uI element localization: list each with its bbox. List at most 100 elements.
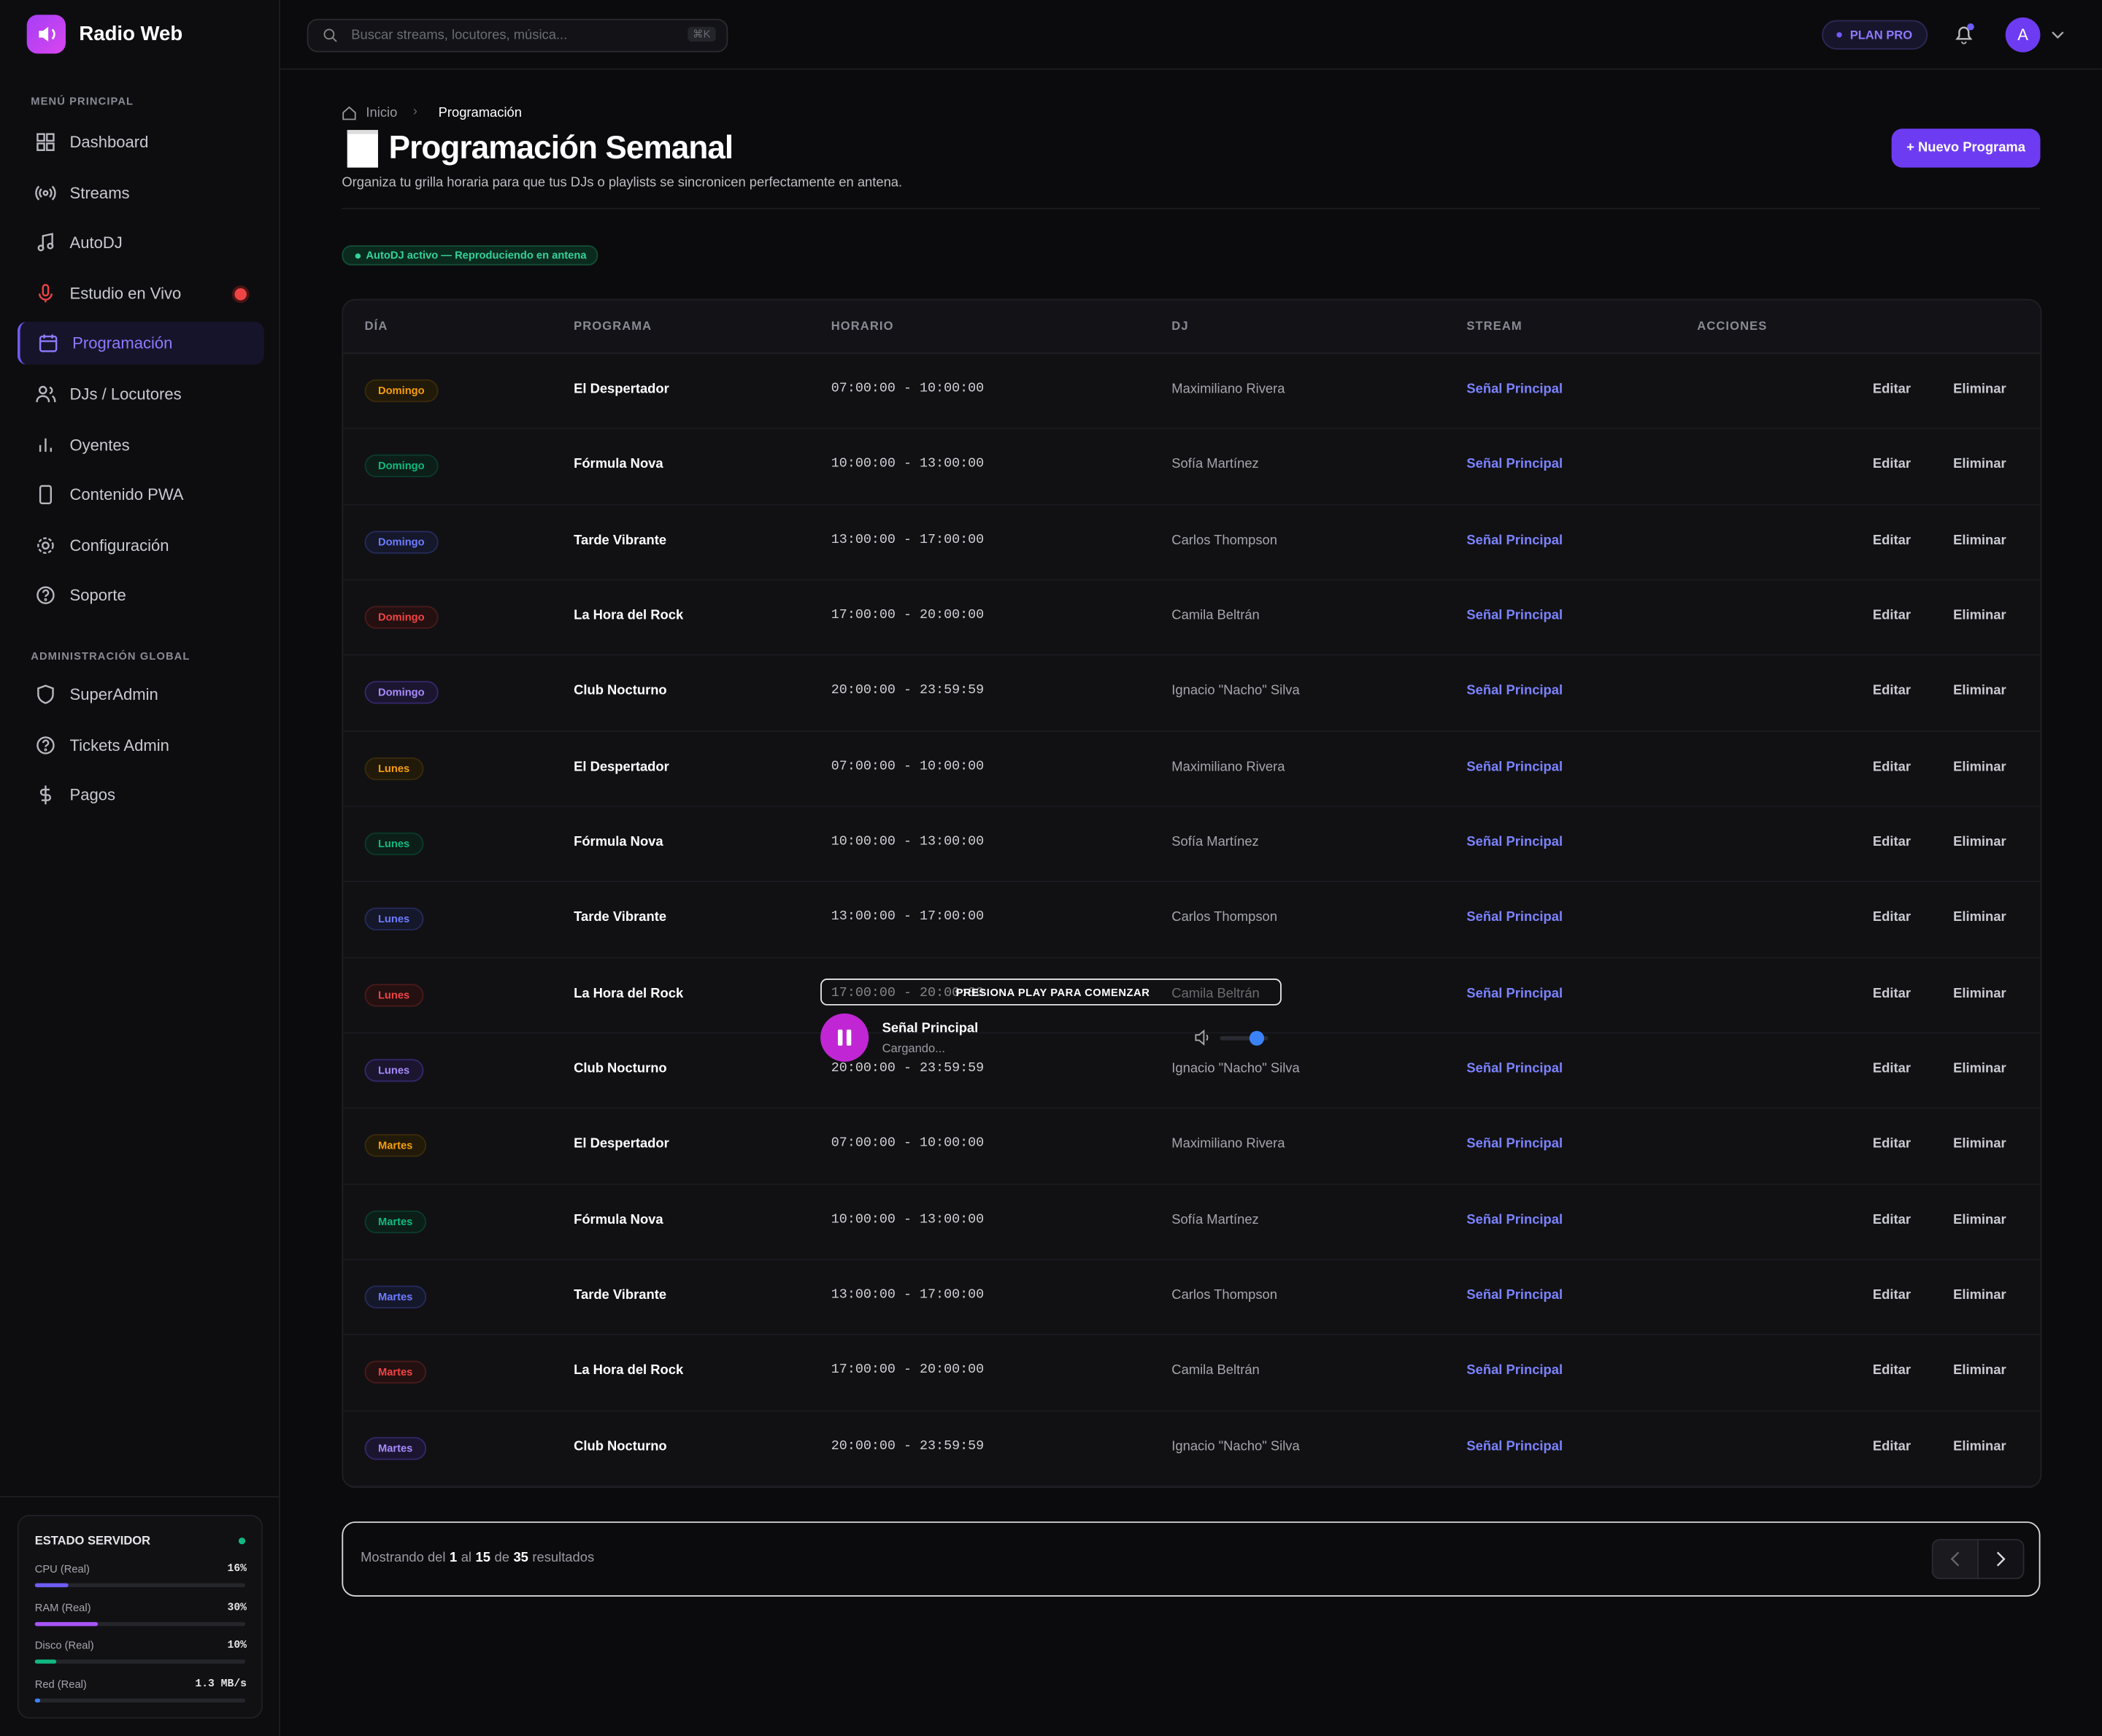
stream-link[interactable]: Señal Principal: [1466, 1062, 1563, 1077]
edit-button[interactable]: Editar: [1872, 911, 1911, 926]
column-header: ACCIONES: [1697, 319, 1768, 333]
volume-icon[interactable]: [1195, 1029, 1212, 1046]
stream-link[interactable]: Señal Principal: [1466, 382, 1563, 398]
day-badge: Lunes: [364, 833, 423, 856]
delete-button[interactable]: Eliminar: [1953, 760, 2006, 775]
time-range: 20:00:00 - 23:59:59: [831, 1439, 985, 1454]
day-badge: Lunes: [364, 984, 423, 1007]
avatar[interactable]: A: [2005, 17, 2041, 53]
delete-button[interactable]: Eliminar: [1953, 835, 2006, 850]
nav-item[interactable]: Estudio en Vivo: [18, 272, 261, 315]
delete-button[interactable]: Eliminar: [1953, 382, 2006, 398]
nav-item[interactable]: Oyentes: [18, 423, 261, 466]
stream-link[interactable]: Señal Principal: [1466, 835, 1563, 850]
delete-button[interactable]: Eliminar: [1953, 1137, 2006, 1152]
delete-button[interactable]: Eliminar: [1953, 1288, 2006, 1303]
brand: Radio Web: [79, 23, 183, 46]
nav-item[interactable]: Configuración: [18, 524, 261, 567]
pagination-text: resultados: [532, 1551, 595, 1566]
logo: [26, 15, 66, 54]
stream-link[interactable]: Señal Principal: [1466, 1288, 1563, 1303]
edit-button[interactable]: Editar: [1872, 1062, 1911, 1077]
delete-button[interactable]: Eliminar: [1953, 609, 2006, 624]
new-program-button[interactable]: + Nuevo Programa: [1891, 128, 2041, 168]
stream-link[interactable]: Señal Principal: [1466, 1137, 1563, 1152]
metric-value: 1.3 MB/s: [195, 1678, 247, 1691]
delete-button[interactable]: Eliminar: [1953, 1062, 2006, 1077]
edit-button[interactable]: Editar: [1872, 1439, 1911, 1454]
nav-item[interactable]: Tickets Admin: [18, 723, 261, 766]
nav-section-title: ADMINISTRACIÓN GLOBAL: [31, 649, 190, 663]
nav-label: Programación: [72, 334, 173, 353]
stream-link[interactable]: Señal Principal: [1466, 533, 1563, 549]
edit-button[interactable]: Editar: [1872, 835, 1911, 850]
metric-bar: [34, 1659, 56, 1664]
program-name: La Hora del Rock: [574, 986, 684, 1001]
volume-slider[interactable]: [1220, 1030, 1268, 1046]
delete-button[interactable]: Eliminar: [1953, 533, 2006, 549]
breadcrumb-item[interactable]: Inicio: [366, 106, 398, 121]
edit-button[interactable]: Editar: [1872, 609, 1911, 624]
nav-item[interactable]: Streams: [18, 171, 261, 214]
nav-item[interactable]: SuperAdmin: [18, 673, 261, 716]
search-box[interactable]: Buscar streams, locutores, música... ⌘K: [307, 18, 728, 53]
stream-link[interactable]: Señal Principal: [1466, 1439, 1563, 1454]
table-row: Domingo Club Nocturno 20:00:00 - 23:59:59 I…: [343, 656, 2041, 732]
delete-button[interactable]: Eliminar: [1953, 1439, 2006, 1454]
plan-badge[interactable]: PLAN PRO: [1822, 20, 1928, 50]
pagination: Mostrando del 1 al 15 de 35 resultados: [342, 1521, 2041, 1597]
sidebar: [0, 0, 280, 1736]
stream-link[interactable]: Señal Principal: [1466, 458, 1563, 473]
nav-label: Tickets Admin: [69, 735, 169, 755]
edit-button[interactable]: Editar: [1872, 1288, 1911, 1303]
edit-button[interactable]: Editar: [1872, 533, 1911, 549]
edit-button[interactable]: Editar: [1872, 986, 1911, 1001]
stream-link[interactable]: Señal Principal: [1466, 609, 1563, 624]
stream-link[interactable]: Señal Principal: [1466, 986, 1563, 1001]
delete-button[interactable]: Eliminar: [1953, 1213, 2006, 1228]
status-text: AutoDJ activo — Reproduciendo en antena: [366, 249, 587, 262]
time-range: 13:00:00 - 17:00:00: [831, 1288, 985, 1303]
stream-link[interactable]: Señal Principal: [1466, 911, 1563, 926]
program-name: Fórmula Nova: [574, 458, 663, 473]
next-page-button[interactable]: [1977, 1538, 2025, 1580]
dj-name: Maximiliano Rivera: [1171, 760, 1285, 775]
nav-item[interactable]: Dashboard: [18, 120, 261, 163]
nav-item[interactable]: Contenido PWA: [18, 474, 261, 517]
prev-page-button[interactable]: [1931, 1538, 1979, 1580]
breadcrumb-current: Programación: [438, 106, 522, 121]
edit-button[interactable]: Editar: [1872, 1213, 1911, 1228]
day-badge: Martes: [364, 1285, 426, 1309]
stream-link[interactable]: Señal Principal: [1466, 1213, 1563, 1228]
bell-icon[interactable]: [1953, 23, 1974, 45]
stream-link[interactable]: Señal Principal: [1466, 684, 1563, 699]
stream-link[interactable]: Señal Principal: [1466, 760, 1563, 775]
edit-button[interactable]: Editar: [1872, 760, 1911, 775]
server-online-dot: [238, 1538, 246, 1545]
next-icon: [1996, 1551, 2006, 1567]
edit-button[interactable]: Editar: [1872, 382, 1911, 398]
nav-item[interactable]: AutoDJ: [18, 221, 261, 264]
volume-knob[interactable]: [1249, 1030, 1265, 1046]
delete-button[interactable]: Eliminar: [1953, 986, 2006, 1001]
edit-button[interactable]: Editar: [1872, 684, 1911, 699]
program-name: Tarde Vibrante: [574, 1288, 667, 1303]
column-header: HORARIO: [831, 319, 894, 333]
program-name: Club Nocturno: [574, 1439, 667, 1454]
nav-item[interactable]: DJs / Locutores: [18, 373, 261, 416]
edit-button[interactable]: Editar: [1872, 458, 1911, 473]
delete-button[interactable]: Eliminar: [1953, 684, 2006, 699]
edit-button[interactable]: Editar: [1872, 1364, 1911, 1379]
nav-item[interactable]: Programación: [17, 322, 264, 366]
play-pause-button[interactable]: [820, 1013, 869, 1062]
nav-item[interactable]: Pagos: [18, 774, 261, 817]
dj-name: Camila Beltrán: [1171, 609, 1260, 624]
delete-button[interactable]: Eliminar: [1953, 911, 2006, 926]
stream-link[interactable]: Señal Principal: [1466, 1364, 1563, 1379]
dj-name: Ignacio "Nacho" Silva: [1171, 1439, 1300, 1454]
pagination-summary: Mostrando del 1 al 15 de 35 resultados: [361, 1551, 598, 1565]
delete-button[interactable]: Eliminar: [1953, 458, 2006, 473]
edit-button[interactable]: Editar: [1872, 1137, 1911, 1152]
nav-item[interactable]: Soporte: [18, 574, 261, 617]
delete-button[interactable]: Eliminar: [1953, 1364, 2006, 1379]
